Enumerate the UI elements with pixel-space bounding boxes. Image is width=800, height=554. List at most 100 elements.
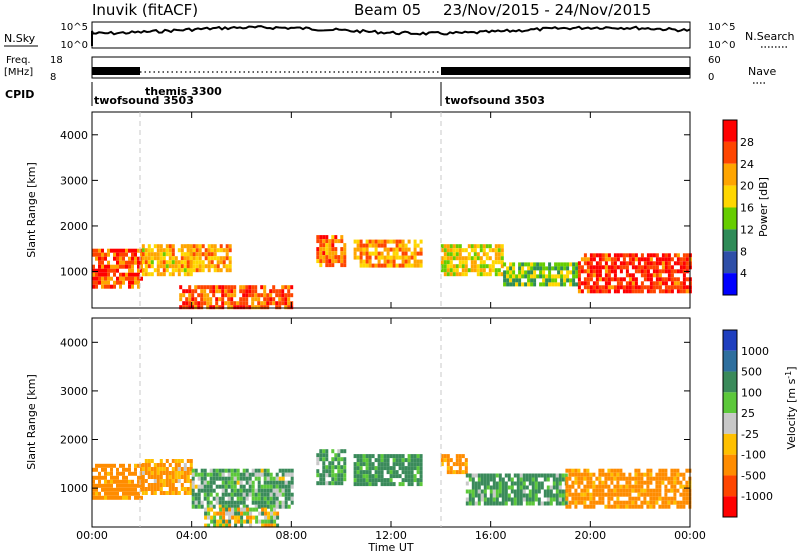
heatmap-cell	[664, 484, 668, 489]
heatmap-cell	[125, 272, 128, 277]
heatmap-cell	[245, 504, 249, 509]
heatmap-cell	[356, 255, 360, 260]
heatmap-cell	[410, 251, 414, 256]
heatmap-cell	[189, 491, 193, 495]
heatmap-cell	[583, 269, 587, 274]
heatmap-cell	[325, 457, 329, 462]
heatmap-cell	[251, 488, 255, 493]
x-tick-label: 12:00	[375, 529, 407, 542]
heatmap-cell	[159, 483, 163, 487]
heatmap-cell	[356, 239, 360, 244]
heatmap-cell	[513, 489, 517, 494]
heatmap-cell	[137, 272, 140, 277]
heatmap-cell	[195, 268, 199, 273]
heatmap-cell	[613, 261, 617, 266]
heatmap-cell	[203, 472, 207, 477]
heatmap-cell	[419, 482, 423, 487]
heatmap-cell	[583, 277, 587, 282]
heatmap-cell	[395, 243, 399, 248]
heatmap-cell	[649, 488, 653, 493]
heatmap-cell	[209, 504, 213, 509]
heatmap-cell	[263, 488, 267, 493]
heatmap-cell	[343, 469, 347, 474]
heatmap-cell	[213, 515, 217, 520]
heatmap-cell	[284, 468, 288, 473]
heatmap-cell	[209, 468, 213, 473]
heatmap-cell	[586, 265, 590, 270]
heatmap-cell	[530, 266, 534, 271]
heatmap-cell	[242, 293, 246, 298]
velocity-colorbar-swatch	[723, 475, 737, 497]
heatmap-cell	[455, 268, 459, 273]
heatmap-cell	[150, 264, 154, 269]
heatmap-cell	[498, 501, 502, 506]
heatmap-cell	[667, 289, 671, 294]
nsky-panel	[91, 21, 691, 49]
heatmap-cell	[371, 462, 375, 467]
heatmap-cell	[389, 247, 393, 252]
heatmap-cell	[168, 272, 172, 277]
heatmap-cell	[266, 484, 270, 489]
heatmap-cell	[661, 476, 665, 481]
heatmap-cell	[287, 492, 291, 497]
heatmap-cell	[281, 488, 285, 493]
heatmap-cell	[495, 485, 499, 490]
heatmap-cell	[198, 244, 202, 249]
heatmap-cell	[266, 301, 270, 306]
heatmap-cell	[495, 473, 499, 478]
heatmap-cell	[536, 274, 540, 279]
heatmap-cell	[592, 257, 596, 262]
heatmap-cell	[98, 463, 101, 468]
heatmap-cell	[245, 305, 249, 310]
heatmap-cell	[128, 268, 131, 273]
heatmap-cell	[449, 248, 453, 253]
heatmap-cell	[261, 507, 265, 512]
heatmap-cell	[613, 500, 617, 505]
heatmap-cell	[150, 467, 154, 471]
heatmap-cell	[443, 454, 447, 459]
heatmap-cell	[413, 458, 417, 463]
heatmap-cell	[209, 488, 213, 493]
heatmap-cell	[676, 500, 680, 505]
heatmap-cell	[322, 473, 326, 478]
heatmap-cell	[398, 474, 402, 479]
heatmap-cell	[655, 496, 659, 501]
heatmap-cell	[128, 284, 131, 289]
heatmap-cell	[580, 257, 584, 262]
heatmap-cell	[601, 289, 605, 294]
heatmap-cell	[458, 454, 462, 459]
heatmap-cell	[534, 497, 538, 502]
heatmap-cell	[319, 457, 323, 462]
heatmap-cell	[245, 488, 249, 493]
heatmap-cell	[464, 462, 468, 467]
heatmap-cell	[263, 504, 267, 509]
heatmap-cell	[667, 488, 671, 493]
heatmap-cell	[664, 277, 668, 282]
heatmap-cell	[473, 252, 477, 257]
heatmap-cell	[284, 492, 288, 497]
y-tick-label: 4000	[60, 129, 88, 142]
heatmap-cell	[319, 255, 323, 260]
heatmap-cell	[401, 239, 405, 244]
heatmap-cell	[269, 301, 273, 306]
heatmap-cell	[646, 492, 650, 497]
heatmap-cell	[116, 264, 119, 269]
nsky-tick-top-right: 10^5	[708, 22, 735, 33]
heatmap-cell	[210, 260, 214, 265]
heatmap-cell	[287, 293, 291, 298]
heatmap-cell	[334, 453, 338, 458]
heatmap-cell	[340, 469, 344, 474]
heatmap-cell	[222, 264, 226, 269]
heatmap-cell	[580, 480, 584, 485]
heatmap-cell	[159, 248, 163, 253]
heatmap-cell	[524, 282, 528, 287]
heatmap-cell	[239, 301, 243, 306]
heatmap-cell	[162, 463, 166, 467]
heatmap-cell	[325, 449, 329, 454]
heatmap-cell	[452, 256, 456, 261]
heatmap-cell	[237, 515, 241, 520]
heatmap-cell	[658, 269, 662, 274]
heatmap-cell	[128, 483, 131, 488]
heatmap-cell	[670, 285, 674, 290]
heatmap-cell	[198, 248, 202, 253]
